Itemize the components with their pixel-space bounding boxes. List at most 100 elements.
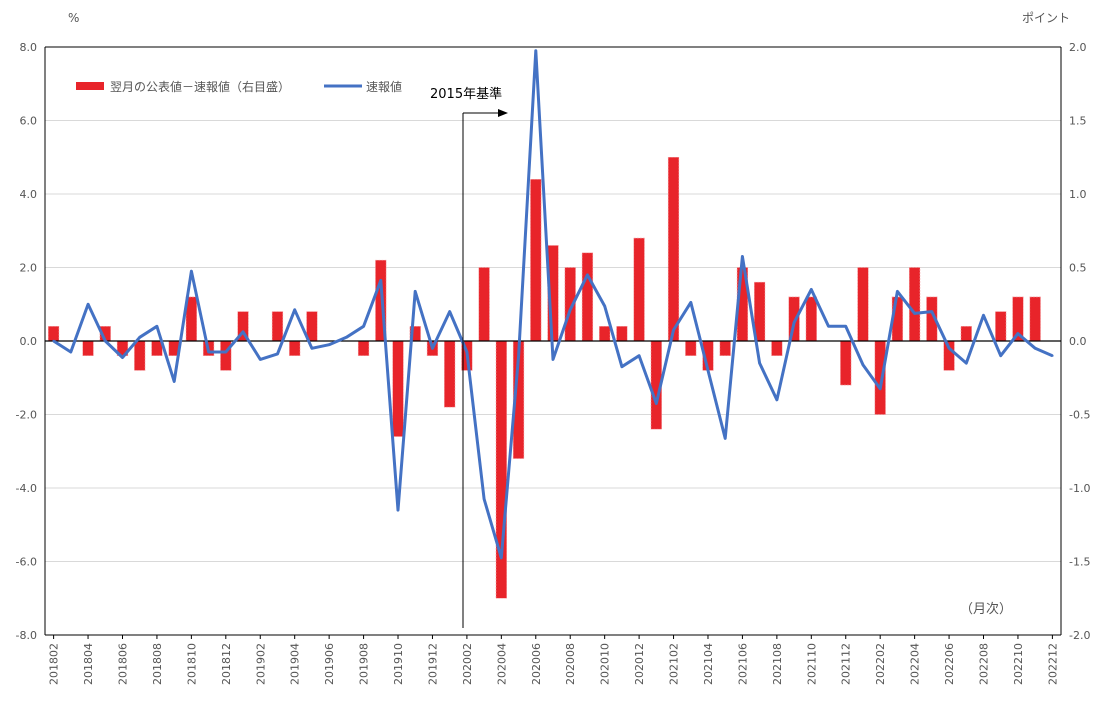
line-point [207, 350, 210, 354]
right-tick-label: -1.5 [1069, 556, 1090, 569]
bar [271, 311, 284, 342]
right-axis-unit: ポイント [1022, 11, 1070, 25]
left-tick-label: 2.0 [20, 262, 38, 275]
x-tick-label: 202202 [874, 643, 887, 685]
line-point [792, 321, 796, 324]
bar [444, 340, 456, 408]
right-tick-label: -0.5 [1069, 409, 1090, 422]
line-point [896, 290, 899, 293]
x-tick-label: 201902 [254, 643, 267, 685]
line-point [104, 339, 107, 343]
right-tick-label: 1.5 [1069, 115, 1087, 128]
bar [633, 237, 645, 342]
line-point [414, 290, 417, 293]
line-point [551, 358, 555, 361]
bar [685, 340, 697, 356]
x-tick-label: 202006 [530, 643, 543, 685]
bar [220, 340, 232, 371]
right-tick-label: -1.0 [1069, 482, 1090, 495]
x-tick-label: 202208 [978, 643, 991, 685]
bar [995, 311, 1007, 342]
left-tick-label: 4.0 [20, 188, 38, 201]
bar-series [47, 156, 1041, 599]
line-point [930, 310, 934, 313]
line-point [465, 350, 469, 354]
line-point [1051, 354, 1054, 357]
right-tick-label: 0.5 [1069, 262, 1087, 275]
x-tick-label: 202108 [771, 643, 784, 685]
line-point [500, 556, 503, 560]
left-tick-label: -8.0 [16, 629, 37, 642]
left-tick-label: -6.0 [16, 556, 37, 569]
left-tick-label: -2.0 [16, 409, 37, 422]
line-point [190, 269, 193, 273]
bar [719, 340, 731, 356]
right-tick-label: 1.0 [1069, 188, 1087, 201]
x-tick-label: 201906 [323, 643, 336, 685]
line-point [276, 352, 279, 356]
x-tick-label: 202012 [633, 643, 646, 685]
line-point [293, 308, 296, 311]
x-tick-label: 202004 [495, 643, 508, 685]
legend-bar-swatch [76, 82, 104, 90]
line-point [241, 330, 245, 334]
bar [289, 340, 301, 356]
line-point [121, 356, 124, 359]
x-tick-label: 202204 [909, 643, 922, 685]
line-point [1033, 347, 1037, 350]
line-point [724, 437, 727, 440]
left-axis-unit: % [68, 11, 79, 25]
bar [1029, 296, 1041, 342]
annotation: 2015年基準 [430, 86, 508, 628]
x-tick-label: 201908 [358, 643, 371, 685]
x-tick-label: 202002 [461, 643, 474, 685]
legend: 翌月の公表値－速報値（右目盛） 速報値 [76, 79, 402, 94]
bar [874, 340, 886, 415]
line-point [1016, 332, 1020, 335]
line-point [517, 354, 520, 357]
bar [47, 325, 60, 342]
line-point [52, 339, 55, 343]
line-point [362, 325, 365, 328]
line-point [431, 347, 434, 350]
line-point [327, 343, 331, 346]
bar [530, 179, 542, 342]
line-point [396, 508, 400, 512]
left-tick-label: -4.0 [16, 482, 37, 495]
line-point [947, 347, 951, 350]
x-unit-label: （月次） [960, 601, 1012, 617]
bar [564, 267, 576, 342]
line-point [913, 312, 916, 315]
line-point [655, 402, 658, 405]
x-tick-label: 201806 [116, 643, 129, 685]
line-point [758, 361, 761, 365]
x-tick-label: 202102 [668, 643, 681, 685]
x-tick-label: 201812 [220, 643, 233, 685]
bar [581, 252, 594, 342]
line-point [775, 398, 779, 401]
x-tick-label: 202110 [805, 643, 818, 685]
x-tick-label: 202008 [564, 643, 577, 685]
x-tick-label: 202010 [599, 643, 612, 685]
x-tick-label: 202104 [702, 643, 715, 685]
line-point [706, 369, 710, 372]
line-point [810, 288, 813, 291]
bar [357, 340, 370, 356]
line-point [982, 314, 985, 317]
line-point [224, 350, 228, 354]
bar [495, 340, 507, 599]
line-point [741, 255, 744, 258]
line-point [620, 365, 624, 368]
line-series-points [52, 49, 1054, 560]
bar [943, 340, 955, 371]
x-tick-label: 201904 [289, 643, 302, 685]
bar [736, 267, 749, 342]
x-tick-label: 202106 [736, 643, 749, 685]
annotation-arrowhead [498, 109, 508, 117]
line-point [448, 310, 451, 313]
line-point [999, 354, 1002, 357]
x-tick-label: 201912 [426, 643, 439, 685]
line-point [482, 497, 486, 501]
line-point [965, 361, 968, 365]
bar [599, 325, 611, 342]
